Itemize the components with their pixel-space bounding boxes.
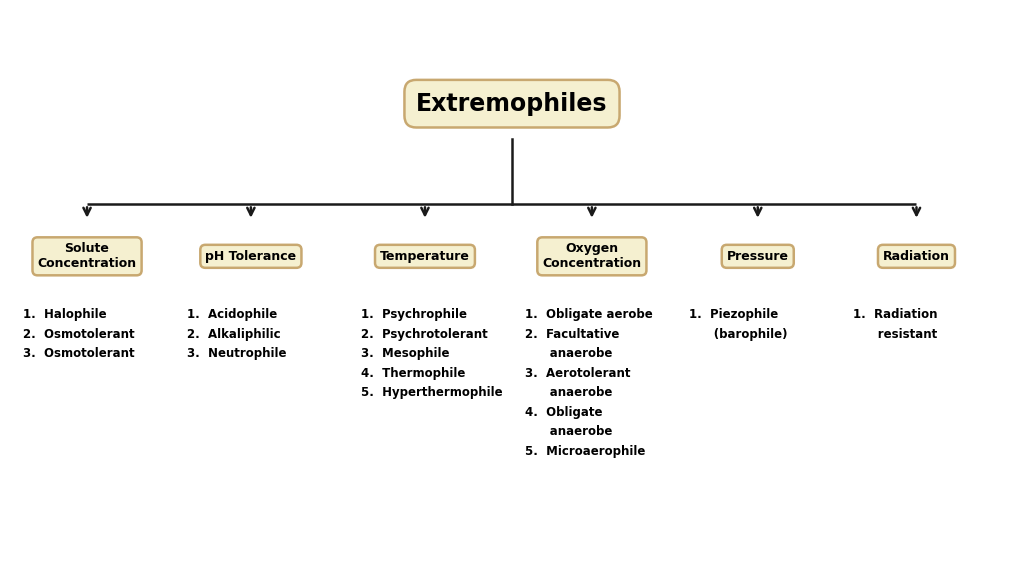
Text: 1.  Psychrophile
2.  Psychrotolerant
3.  Mesophile
4.  Thermophile
5.  Hyperther: 1. Psychrophile 2. Psychrotolerant 3. Me… xyxy=(361,308,503,399)
Text: Solute
Concentration: Solute Concentration xyxy=(38,242,136,270)
Text: 1.  Piezophile
      (barophile): 1. Piezophile (barophile) xyxy=(689,308,787,340)
Text: pH Tolerance: pH Tolerance xyxy=(206,250,296,263)
Text: Extremophiles: Extremophiles xyxy=(416,92,608,116)
Text: 1.  Obligate aerobe
2.  Facultative
      anaerobe
3.  Aerotolerant
      anaero: 1. Obligate aerobe 2. Facultative anaero… xyxy=(525,308,653,458)
Text: 1.  Acidophile
2.  Alkaliphilic
3.  Neutrophile: 1. Acidophile 2. Alkaliphilic 3. Neutrop… xyxy=(187,308,287,360)
Text: Oxygen
Concentration: Oxygen Concentration xyxy=(543,242,641,270)
Text: 1.  Halophile
2.  Osmotolerant
3.  Osmotolerant: 1. Halophile 2. Osmotolerant 3. Osmotole… xyxy=(23,308,134,360)
Text: Radiation: Radiation xyxy=(883,250,950,263)
Text: Temperature: Temperature xyxy=(380,250,470,263)
Text: 1.  Radiation
      resistant: 1. Radiation resistant xyxy=(853,308,938,340)
Text: Pressure: Pressure xyxy=(727,250,788,263)
